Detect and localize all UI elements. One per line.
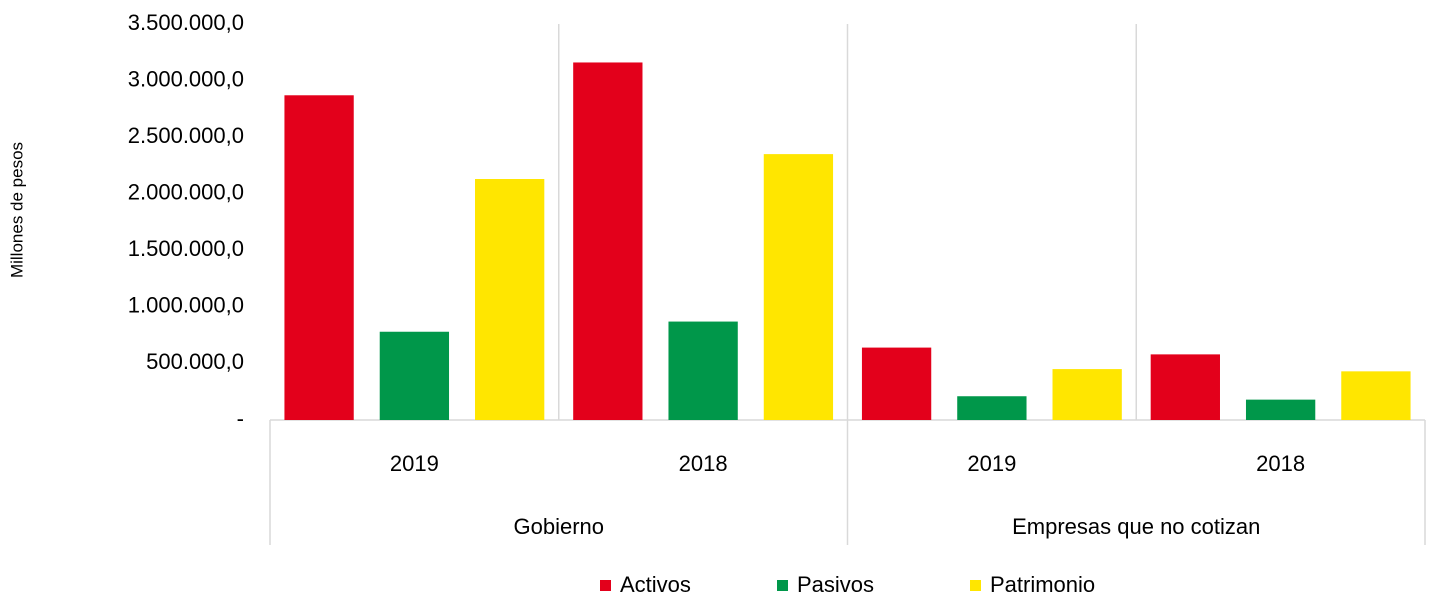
bar [763, 154, 834, 420]
y-tick-label: 2.000.000,0 [128, 180, 244, 205]
x-tick-label: 2018 [679, 451, 728, 476]
bar [1341, 371, 1411, 420]
group-label: Empresas que no cotizan [1012, 514, 1260, 539]
bar [957, 396, 1027, 420]
legend-label: Activos [620, 572, 691, 597]
legend-label: Patrimonio [990, 572, 1095, 597]
bar [668, 321, 738, 420]
group-label: Gobierno [513, 514, 604, 539]
legend-label: Pasivos [797, 572, 874, 597]
bar [861, 347, 932, 420]
legend-swatch [777, 580, 788, 591]
bar [1245, 399, 1316, 420]
bar [1052, 369, 1122, 420]
y-tick-label: 2.500.000,0 [128, 123, 244, 148]
bar [573, 62, 643, 421]
x-tick-label: 2019 [390, 451, 439, 476]
y-tick-label: 500.000,0 [146, 349, 244, 374]
x-tick-label: 2018 [1256, 451, 1305, 476]
x-tick-label: 2019 [967, 451, 1016, 476]
y-tick-label: 3.000.000,0 [128, 66, 244, 91]
bar [475, 179, 545, 420]
legend-swatch [970, 580, 981, 591]
bar [379, 331, 450, 420]
bar [284, 95, 354, 420]
y-axis-label: Millones de pesos [7, 142, 26, 278]
y-tick-label: - [237, 406, 244, 431]
y-tick-label: 3.500.000,0 [128, 10, 244, 35]
bar [1150, 354, 1220, 420]
legend-swatch [600, 580, 611, 591]
y-tick-label: 1.500.000,0 [128, 236, 244, 261]
y-tick-label: 1.000.000,0 [128, 293, 244, 318]
